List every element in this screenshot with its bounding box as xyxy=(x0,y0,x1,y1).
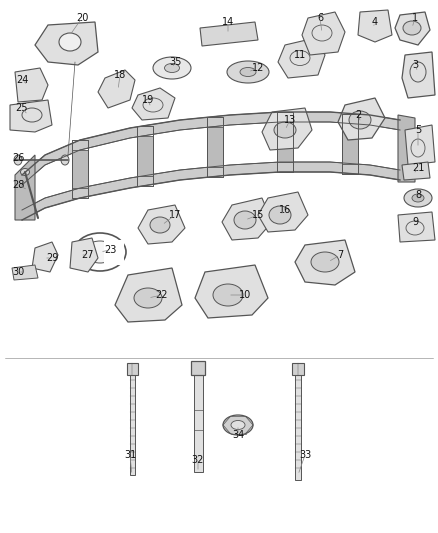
Text: 22: 22 xyxy=(156,290,168,300)
Text: 35: 35 xyxy=(169,57,181,67)
Polygon shape xyxy=(302,12,345,55)
Polygon shape xyxy=(72,150,88,188)
Bar xyxy=(104,240,124,265)
Polygon shape xyxy=(195,265,268,318)
Text: 26: 26 xyxy=(12,153,24,163)
Text: 27: 27 xyxy=(82,250,94,260)
Bar xyxy=(194,375,202,472)
Text: 8: 8 xyxy=(415,190,421,200)
Polygon shape xyxy=(295,240,355,285)
Polygon shape xyxy=(10,100,52,132)
Polygon shape xyxy=(115,268,182,322)
Text: 15: 15 xyxy=(252,210,264,220)
Ellipse shape xyxy=(59,33,81,51)
Bar xyxy=(191,361,205,375)
Text: 5: 5 xyxy=(415,125,421,135)
Text: 1: 1 xyxy=(412,13,418,23)
Polygon shape xyxy=(222,198,272,240)
Text: 4: 4 xyxy=(372,17,378,27)
Text: 30: 30 xyxy=(12,267,24,277)
Polygon shape xyxy=(138,205,185,244)
Text: 33: 33 xyxy=(299,450,311,460)
Polygon shape xyxy=(132,88,175,120)
Polygon shape xyxy=(15,68,48,102)
Text: 14: 14 xyxy=(222,17,234,27)
Text: 7: 7 xyxy=(337,250,343,260)
Text: 25: 25 xyxy=(16,103,28,113)
Ellipse shape xyxy=(14,155,22,165)
Text: 6: 6 xyxy=(317,13,323,23)
Text: 2: 2 xyxy=(355,110,361,120)
Text: 21: 21 xyxy=(412,163,424,173)
Text: 31: 31 xyxy=(124,450,136,460)
Ellipse shape xyxy=(240,68,256,77)
Polygon shape xyxy=(98,70,135,108)
Polygon shape xyxy=(277,122,293,162)
Text: 19: 19 xyxy=(142,95,154,105)
Text: 29: 29 xyxy=(46,253,58,263)
Ellipse shape xyxy=(349,111,371,129)
Polygon shape xyxy=(338,98,385,140)
Polygon shape xyxy=(405,125,435,165)
Polygon shape xyxy=(200,22,258,46)
Polygon shape xyxy=(15,155,35,220)
Ellipse shape xyxy=(311,252,339,272)
Polygon shape xyxy=(207,126,223,166)
Ellipse shape xyxy=(274,122,296,138)
Polygon shape xyxy=(137,135,153,175)
Text: 17: 17 xyxy=(169,210,181,220)
Polygon shape xyxy=(402,52,435,98)
Text: 24: 24 xyxy=(16,75,28,85)
Ellipse shape xyxy=(153,57,191,79)
Text: 3: 3 xyxy=(412,60,418,70)
Bar xyxy=(130,375,134,475)
Text: 9: 9 xyxy=(412,217,418,227)
Ellipse shape xyxy=(223,415,253,435)
Text: 32: 32 xyxy=(192,455,204,465)
Polygon shape xyxy=(35,22,98,65)
Ellipse shape xyxy=(412,194,424,202)
Polygon shape xyxy=(342,124,358,164)
Bar xyxy=(295,375,301,480)
Ellipse shape xyxy=(231,421,245,430)
Text: 28: 28 xyxy=(12,180,24,190)
Polygon shape xyxy=(258,192,308,232)
Polygon shape xyxy=(278,38,325,78)
Ellipse shape xyxy=(134,288,162,308)
Text: 11: 11 xyxy=(294,50,306,60)
Text: 34: 34 xyxy=(232,430,244,440)
Ellipse shape xyxy=(61,155,69,165)
Bar xyxy=(127,363,138,375)
Text: 12: 12 xyxy=(252,63,264,73)
Text: 16: 16 xyxy=(279,205,291,215)
Ellipse shape xyxy=(150,217,170,233)
Polygon shape xyxy=(22,162,400,220)
Ellipse shape xyxy=(84,241,116,263)
Polygon shape xyxy=(402,162,430,180)
Bar xyxy=(292,363,304,375)
Polygon shape xyxy=(262,108,312,150)
Ellipse shape xyxy=(234,211,256,229)
Polygon shape xyxy=(70,238,98,272)
Text: 10: 10 xyxy=(239,290,251,300)
Polygon shape xyxy=(358,10,392,42)
Polygon shape xyxy=(22,112,400,185)
Text: 20: 20 xyxy=(76,13,88,23)
Ellipse shape xyxy=(269,206,291,224)
Polygon shape xyxy=(398,212,435,242)
Text: 13: 13 xyxy=(284,115,296,125)
Ellipse shape xyxy=(21,168,29,175)
Polygon shape xyxy=(395,12,430,45)
Ellipse shape xyxy=(165,63,180,72)
Text: 23: 23 xyxy=(104,245,116,255)
Polygon shape xyxy=(12,265,38,280)
Text: 18: 18 xyxy=(114,70,126,80)
Ellipse shape xyxy=(404,189,432,207)
Ellipse shape xyxy=(213,284,243,306)
Ellipse shape xyxy=(403,21,421,35)
Ellipse shape xyxy=(227,61,269,83)
Polygon shape xyxy=(32,242,58,272)
Polygon shape xyxy=(398,115,415,182)
